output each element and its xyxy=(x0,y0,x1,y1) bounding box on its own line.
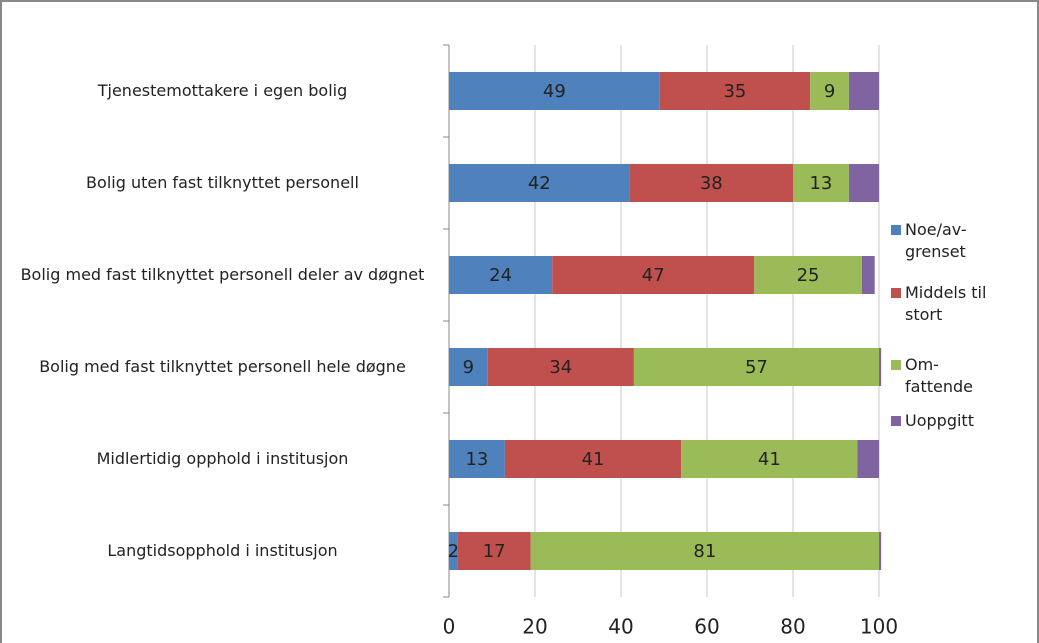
legend-swatch xyxy=(891,360,901,370)
category-label: Bolig med fast tilknyttet personell hele… xyxy=(39,357,406,376)
bar-segment xyxy=(487,348,634,386)
bar-segment xyxy=(879,532,882,570)
bar-segment xyxy=(633,348,879,386)
data-label: 13 xyxy=(465,449,488,470)
bar-segment xyxy=(848,72,879,110)
category-label: Langtidsopphold i institusjon xyxy=(107,541,338,560)
data-label: 2 xyxy=(448,541,459,562)
bar-segment xyxy=(793,164,849,202)
legend-item: Om- fattende xyxy=(891,354,1015,398)
data-label: 9 xyxy=(824,81,835,102)
legend-item: Noe/av- grenset xyxy=(891,219,1015,263)
bar-segment xyxy=(754,256,862,294)
bar-segment xyxy=(879,348,882,386)
x-tick-label: 60 xyxy=(694,615,719,639)
data-label: 41 xyxy=(582,449,605,470)
data-label: 13 xyxy=(809,173,832,194)
data-label: 47 xyxy=(642,265,665,286)
legend-item: Uoppgitt xyxy=(891,410,1015,432)
bar-segment xyxy=(449,532,458,570)
data-label: 17 xyxy=(483,541,506,562)
data-label: 49 xyxy=(543,81,566,102)
x-tick-label: 100 xyxy=(860,615,898,639)
category-label: Bolig uten fast tilknyttet personell xyxy=(86,173,359,192)
legend-swatch xyxy=(891,225,901,235)
bar-segment xyxy=(552,256,755,294)
data-label: 24 xyxy=(489,265,512,286)
data-label: 57 xyxy=(745,357,768,378)
data-label: 34 xyxy=(549,357,572,378)
bar-segment xyxy=(659,72,811,110)
x-tick-label: 80 xyxy=(780,615,805,639)
category-label: Bolig med fast tilknyttet personell dele… xyxy=(20,265,425,284)
bar-segment xyxy=(629,164,793,202)
bar-segment xyxy=(449,164,630,202)
bar-segment xyxy=(457,532,531,570)
data-label: 41 xyxy=(758,449,781,470)
legend-swatch xyxy=(891,416,901,426)
data-label: 25 xyxy=(797,265,820,286)
category-label: Midlertidig opphold i institusjon xyxy=(96,449,349,468)
bar-segment xyxy=(449,256,553,294)
bar-segment xyxy=(449,348,488,386)
data-label: 81 xyxy=(693,541,716,562)
category-label: Tjenestemottakere i egen bolig xyxy=(97,81,348,100)
bar-segment xyxy=(681,440,858,478)
bar-segment xyxy=(810,72,849,110)
bar-segment xyxy=(530,532,879,570)
bar-segment xyxy=(861,256,875,294)
x-tick-label: 20 xyxy=(522,615,547,639)
bar-segment xyxy=(857,440,879,478)
data-label: 9 xyxy=(463,357,474,378)
legend-label: Uoppgitt xyxy=(905,411,974,430)
legend-item: Middels til stort xyxy=(891,282,1015,326)
bar-segment xyxy=(449,72,660,110)
bar-segment xyxy=(449,440,505,478)
legend-label: Om- fattende xyxy=(905,355,973,396)
legend-label: Middels til stort xyxy=(905,283,987,324)
bar-segment xyxy=(848,164,879,202)
x-tick-label: 40 xyxy=(608,615,633,639)
bar-segment xyxy=(504,440,682,478)
data-label: 42 xyxy=(528,173,551,194)
data-label: 38 xyxy=(700,173,723,194)
data-label: 35 xyxy=(723,81,746,102)
x-tick-label: 0 xyxy=(443,615,456,639)
legend-swatch xyxy=(891,288,901,298)
legend-label: Noe/av- grenset xyxy=(905,220,967,261)
